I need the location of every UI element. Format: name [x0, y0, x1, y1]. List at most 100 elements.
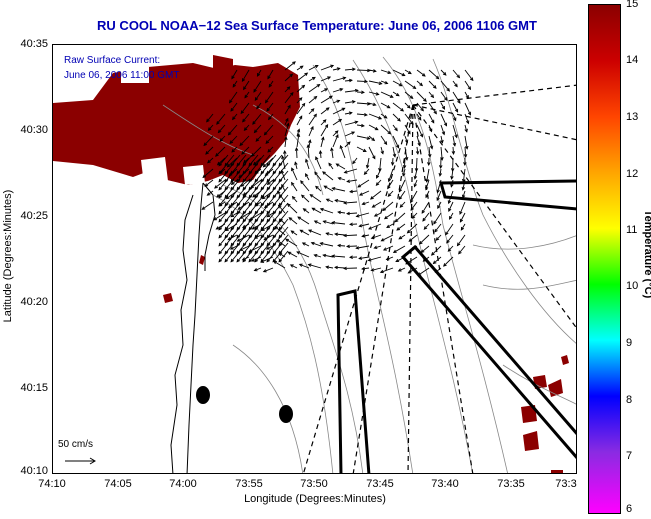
current-vector-head [260, 250, 265, 255]
current-vector-head [346, 244, 350, 249]
contour-12 [502, 364, 576, 405]
current-vector-head [384, 80, 389, 85]
current-vector-head [367, 258, 372, 262]
current-vector [440, 146, 443, 160]
current-vector [308, 96, 317, 104]
current-vector [332, 222, 346, 225]
current-vector [411, 245, 418, 251]
current-vector [380, 80, 388, 84]
current-vector [332, 107, 345, 115]
current-vector [296, 251, 310, 258]
current-vector-head [260, 234, 265, 239]
current-vector [326, 232, 334, 236]
current-vector [416, 124, 423, 137]
current-vector-head [313, 220, 318, 224]
coastline-hook [202, 182, 216, 271]
current-vector-head [316, 83, 321, 88]
current-vector-head [206, 192, 211, 196]
current-vector [328, 163, 334, 170]
current-vector-head [305, 173, 309, 177]
current-vector-head [394, 127, 398, 132]
current-vector [421, 245, 430, 253]
current-vector [255, 135, 262, 142]
current-vector-head [239, 142, 244, 147]
current-vector [416, 113, 422, 121]
current-vector-head [343, 233, 347, 238]
current-vector-head [242, 202, 247, 207]
current-vector-head [256, 72, 261, 77]
current-vector-head [387, 178, 392, 183]
current-vector-head [409, 95, 414, 99]
current-vector-head [265, 140, 270, 145]
xtick-label: 73:45 [366, 478, 394, 490]
coastline-jersey-shore [186, 182, 204, 473]
current-vector-head [401, 72, 406, 77]
contour-8 [162, 104, 254, 156]
current-vector [421, 201, 430, 214]
current-vector [243, 80, 250, 90]
current-vector-head [201, 206, 206, 210]
radial-line-4 [412, 104, 474, 473]
current-vector-head [339, 88, 344, 92]
current-vector [278, 218, 289, 231]
current-vector-head [366, 136, 371, 140]
current-vector [278, 250, 289, 263]
current-vector-head [204, 183, 209, 187]
current-vector [380, 267, 394, 273]
current-vector [415, 157, 418, 172]
contour-6 [432, 58, 576, 344]
current-vector-head [373, 245, 378, 250]
current-vector [380, 124, 391, 135]
current-vector-head [337, 243, 341, 248]
current-vector [404, 91, 413, 99]
current-vector-head [218, 226, 223, 231]
colorbar-tick: 13 [626, 111, 639, 123]
current-vector-head [230, 234, 235, 239]
colorbar-tick: 12 [626, 168, 639, 180]
current-vector-head [281, 155, 285, 160]
current-vector-head [407, 70, 412, 75]
current-vector [440, 80, 450, 92]
current-vector-head [236, 258, 241, 263]
current-vector [380, 135, 387, 145]
current-vector [296, 103, 306, 115]
current-vector-head [227, 131, 232, 136]
current-vector-head [435, 75, 440, 80]
scale-arrow [65, 457, 96, 465]
current-vector [266, 102, 274, 112]
ytick-label: 40:35 [20, 38, 48, 50]
current-vector-head [427, 162, 431, 166]
current-vector-head [297, 216, 302, 220]
current-vector [462, 168, 466, 182]
current-vector-head [451, 151, 456, 155]
current-vector-head [402, 165, 407, 169]
current-vector [452, 113, 457, 121]
contour-2 [222, 184, 364, 473]
current-vector-head [419, 82, 424, 87]
current-vector-head [262, 163, 267, 168]
current-vector-head [422, 217, 426, 222]
current-vector-head [330, 147, 334, 152]
current-vector-head [283, 150, 287, 154]
current-vector-head [290, 230, 295, 234]
current-vector-head [331, 221, 336, 225]
current-vector [267, 69, 274, 79]
current-vector-head [313, 253, 318, 258]
current-vector-head [251, 153, 255, 157]
current-vector [319, 150, 322, 159]
current-vector-head [202, 174, 207, 179]
current-vector [218, 124, 226, 133]
current-vector-head [291, 195, 296, 200]
current-vector-head [456, 242, 461, 247]
current-vector [352, 157, 358, 164]
current-vector-head [272, 242, 277, 247]
current-vector [268, 113, 274, 120]
current-vector-head [236, 210, 241, 215]
current-vector-head [465, 95, 469, 99]
current-vector-head [236, 178, 241, 183]
current-vector-head [417, 142, 421, 147]
current-vector-head [402, 172, 406, 177]
current-vector [428, 69, 439, 80]
current-vector [449, 212, 454, 220]
